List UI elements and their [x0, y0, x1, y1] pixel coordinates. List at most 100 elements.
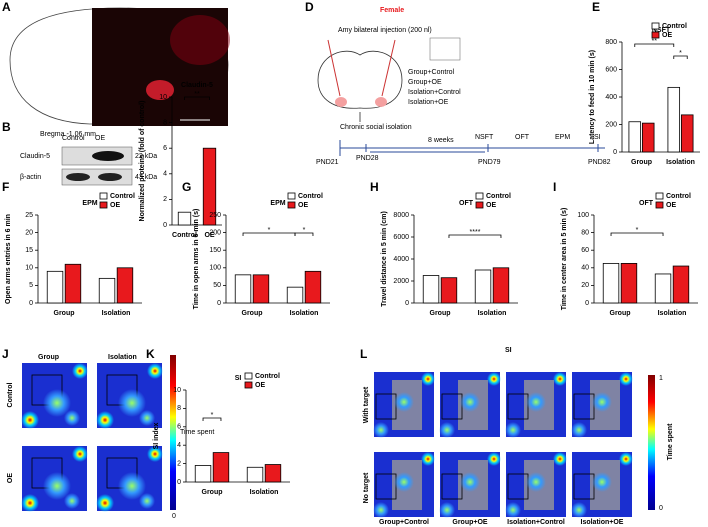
panel-label: L — [360, 347, 367, 361]
y-tick-label: 50 — [213, 282, 221, 289]
injection-label: Amy bilateral injection (200 nl) — [338, 27, 432, 34]
column-label: Group+OE — [452, 519, 488, 526]
y-axis-label: Open arms entries in 6 min — [5, 214, 12, 304]
x-tick-label: Isolation — [478, 310, 507, 317]
blot-protein: β-actin — [20, 174, 41, 181]
bar — [98, 277, 116, 304]
heatmap — [372, 371, 436, 439]
group-label: Isolation+OE — [408, 99, 449, 106]
bar — [602, 262, 620, 304]
heatmap — [20, 445, 89, 513]
legend-swatch — [287, 192, 296, 200]
panel-label: G — [182, 180, 191, 194]
colorbar-max: 1 — [659, 375, 663, 382]
heatmap — [372, 451, 436, 519]
needle — [327, 39, 341, 97]
significance-label: * — [211, 412, 214, 419]
blot-band — [92, 151, 124, 161]
y-tick-label: 200 — [605, 121, 617, 128]
heatmap — [570, 371, 634, 439]
chart-title: SI — [235, 375, 242, 382]
significance-bracket — [634, 43, 675, 47]
y-tick-label: 15 — [25, 247, 33, 254]
x-tick-label: Group — [631, 159, 652, 166]
duration-label: 8 weeks — [428, 137, 454, 144]
panel-label: E — [592, 0, 600, 14]
legend-swatch — [475, 201, 484, 209]
x-tick-label: Isolation — [666, 159, 695, 166]
legend-label: OE — [110, 202, 120, 209]
y-tick-label: 20 — [25, 229, 33, 236]
legend-label: Control — [486, 193, 511, 200]
y-tick-label: 100 — [209, 265, 221, 272]
legend-label: Control — [662, 23, 687, 30]
amygdala-signal — [146, 80, 174, 100]
y-tick-label: 0 — [405, 300, 409, 307]
legend-label: OE — [662, 32, 672, 39]
chart-title: Claudin-5 — [181, 82, 213, 89]
x-tick-label: Group — [430, 310, 451, 317]
column-label: Isolation — [108, 354, 137, 361]
bregma-label: Bregma -1.06 mm — [40, 131, 96, 138]
bar — [440, 277, 458, 304]
legend-swatch — [244, 372, 253, 380]
x-tick-label: Group — [242, 310, 263, 317]
y-tick-label: 10 — [25, 265, 33, 272]
bar — [234, 274, 252, 304]
column-label: Group — [38, 354, 59, 361]
group-label: Isolation+Control — [408, 89, 461, 96]
y-axis-label: Latency to feed in 10 min (s) — [589, 50, 596, 144]
y-axis-label: Travel distance in 5 min (cm) — [381, 211, 388, 307]
x-tick-label: Group — [54, 310, 75, 317]
injection-site — [375, 97, 387, 107]
y-tick-label: 4 — [163, 171, 167, 178]
x-tick-label: Isolation — [250, 489, 279, 496]
significance-label: ** — [652, 38, 658, 45]
y-tick-label: 400 — [605, 94, 617, 101]
bar — [654, 273, 672, 304]
chart-title: OFT — [459, 200, 474, 207]
legend-swatch — [651, 22, 660, 30]
group-label: Group+OE — [408, 79, 442, 86]
significance-bracket — [202, 417, 222, 421]
legend-swatch — [655, 201, 664, 209]
row-label: Control — [7, 383, 14, 408]
legend-label: OE — [298, 202, 308, 209]
bar — [672, 265, 690, 304]
y-tick-label: 2 — [163, 196, 167, 203]
heatmap — [438, 371, 502, 439]
legend-label: Control — [110, 193, 135, 200]
y-tick-label: 5 — [29, 282, 33, 289]
bar — [212, 452, 230, 483]
y-tick-label: 100 — [577, 212, 589, 219]
y-tick-label: 6000 — [393, 234, 409, 241]
y-tick-label: 10 — [173, 387, 181, 394]
panel-label: A — [2, 0, 11, 14]
bar — [116, 267, 134, 304]
y-tick-label: 250 — [209, 212, 221, 219]
blot-protein: Claudin-5 — [20, 153, 50, 160]
legend-swatch — [287, 201, 296, 209]
test-label: SI — [594, 134, 601, 141]
y-tick-label: 2 — [177, 460, 181, 467]
legend-label: OE — [666, 202, 676, 209]
injection-site — [335, 97, 347, 107]
panel-title: SI — [505, 347, 512, 354]
bar — [252, 274, 270, 304]
bar — [667, 86, 681, 153]
bar — [194, 465, 212, 483]
panel-label: D — [305, 0, 314, 14]
panel-label: K — [146, 347, 155, 361]
test-label: OFT — [515, 134, 530, 141]
significance-bracket — [673, 55, 688, 59]
legend-swatch — [475, 192, 484, 200]
colorbar-label: Time spent — [667, 423, 674, 460]
blot-column: OE — [95, 135, 105, 142]
significance-bracket — [610, 232, 664, 236]
chart-title: OFT — [639, 200, 654, 207]
blot-column: Control — [62, 135, 85, 142]
legend-swatch — [655, 192, 664, 200]
blot-size: 22 kDa — [135, 153, 157, 160]
legend-label: Control — [666, 193, 691, 200]
